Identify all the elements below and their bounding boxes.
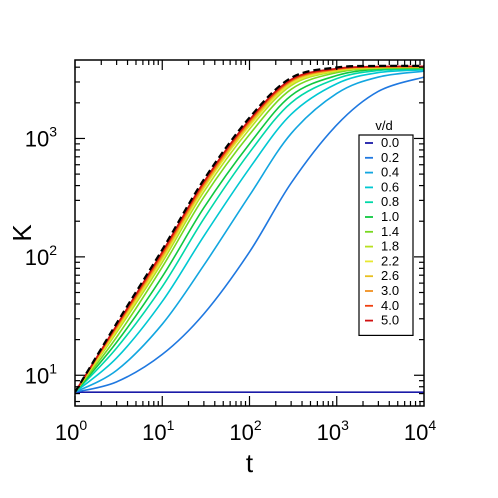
x-tick-label: 102 bbox=[229, 417, 261, 445]
legend-label-3.0: 3.0 bbox=[381, 283, 399, 298]
legend-label-2.6: 2.6 bbox=[381, 268, 399, 283]
series-line-0.2 bbox=[75, 76, 424, 393]
legend-label-2.2: 2.2 bbox=[381, 253, 399, 268]
chart-axes: 100 101 102 103 104 101 102 103 bbox=[25, 60, 436, 445]
series-line-0.6 bbox=[75, 69, 424, 393]
chart-series-group bbox=[75, 64, 424, 393]
x-tick-label: 100 bbox=[55, 417, 87, 445]
y-tick-label: 102 bbox=[25, 242, 57, 270]
reference-dashed-line bbox=[75, 64, 424, 393]
legend-label-0.6: 0.6 bbox=[381, 179, 399, 194]
y-axis-label: K bbox=[7, 224, 37, 242]
legend-label-0.4: 0.4 bbox=[381, 165, 399, 180]
legend-label-1.0: 1.0 bbox=[381, 209, 399, 224]
x-tick-label: 104 bbox=[404, 417, 436, 445]
x-tick-label: 103 bbox=[317, 417, 349, 445]
plot-frame bbox=[74, 59, 425, 407]
x-axis-label: t bbox=[246, 448, 254, 478]
legend-label-0.8: 0.8 bbox=[381, 194, 399, 209]
y-tick-label: 103 bbox=[25, 123, 57, 151]
y-tick-label: 101 bbox=[25, 360, 57, 388]
series-line-1.0 bbox=[75, 67, 424, 393]
legend-box bbox=[358, 134, 414, 336]
x-tick-label: 101 bbox=[142, 417, 174, 445]
legend: v/d 0.00.20.40.60.81.01.41.82.22.63.04.05… bbox=[358, 118, 414, 336]
series-line-0.8 bbox=[75, 68, 424, 393]
legend-label-1.8: 1.8 bbox=[381, 239, 399, 254]
legend-title: v/d bbox=[375, 118, 392, 133]
legend-label-0.2: 0.2 bbox=[381, 150, 399, 165]
legend-label-1.4: 1.4 bbox=[381, 224, 399, 239]
series-line-0.4 bbox=[75, 70, 424, 393]
legend-label-4.0: 4.0 bbox=[381, 298, 399, 313]
legend-label-0.0: 0.0 bbox=[381, 135, 399, 150]
legend-label-5.0: 5.0 bbox=[381, 313, 399, 328]
